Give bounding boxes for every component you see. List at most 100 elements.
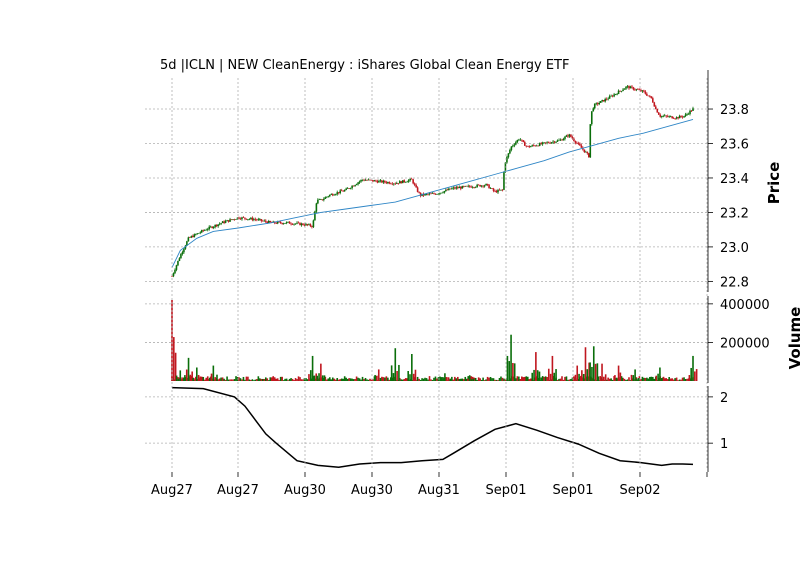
volume-bar [384,377,386,381]
candle-down [340,190,343,192]
volume-bar [284,378,286,381]
volume-bar [688,375,691,381]
candle-up [395,183,398,184]
candle-down [482,185,484,187]
candle-up [241,217,243,220]
candle-down [574,140,577,143]
candle-up [183,248,185,253]
candle-down [449,188,452,190]
volume-bar [632,375,635,381]
candle-up [599,101,602,103]
volume-bar [214,377,216,381]
candle-down [223,221,225,223]
volume-bar [377,369,380,381]
volume-bar [178,377,181,381]
candle-down [573,138,575,141]
volume-bar [458,378,461,381]
candle-up [471,187,474,188]
volume-bar [366,379,368,381]
volume-bar [666,379,669,381]
candle-down [577,143,580,144]
candle-up [296,222,298,224]
x-axis: Aug27 Aug27 Aug30 Aug30 Aug31 Sep01 Sep01 Sep02 [151,78,708,498]
volume-bar [288,378,291,381]
candle-down [498,189,501,191]
volume-bar [272,376,275,381]
candle-down [413,183,416,185]
volume-bar [293,379,295,381]
candle-down [266,221,269,224]
candle-up [250,217,252,219]
candle-up [308,224,310,225]
volume-bar [541,376,544,381]
volume-bar [431,379,434,381]
volume-bar [501,377,504,381]
candle-up [235,219,237,220]
candle-up [538,143,541,146]
candle-up [625,86,627,89]
volume-bar [418,378,420,381]
volume-bar [508,361,511,381]
candle-up [458,187,461,189]
volume-bar [521,376,523,381]
volume-bar [547,368,550,381]
candle-up [248,218,251,220]
volume-bar [200,376,203,381]
volume-bar [382,377,385,381]
volume-bar [678,379,681,381]
candle-up [336,192,339,195]
candle-up [431,193,434,194]
x-tick-label: Aug27 [217,483,259,498]
volume-bar [264,377,267,381]
candle-down [233,219,236,220]
candle-down [381,180,383,183]
volume-bar [695,369,698,381]
candle-up [224,221,227,223]
volume-bar [647,378,650,381]
candle-down [523,142,526,146]
candle-up [328,194,331,197]
candle-down [302,223,304,225]
candle-down [254,219,257,220]
volume-bar [276,378,279,381]
volume-bar [480,379,483,381]
candle-down [375,180,377,182]
volume-bar [562,379,565,381]
volume-bar [212,365,215,381]
price-tick-label: 22.8 [720,275,749,290]
price-tick-label: 23.8 [720,103,749,118]
volume-bar [339,379,342,381]
candle-up [178,258,181,261]
candle-up [509,149,511,154]
volume-bar [581,370,583,381]
x-tick-label: Aug30 [284,483,326,498]
candle-down [631,86,633,88]
candle-up [284,223,286,224]
volume-bar [224,379,227,381]
volume-bar [444,373,446,381]
candle-up [595,103,598,104]
volume-bar [440,377,443,381]
candle-up [199,232,202,234]
candle-down [348,188,350,189]
volume-bar [229,379,231,381]
volume-bar [303,378,306,381]
candle-up [550,142,553,144]
volume-bar [343,376,346,381]
candle-up [568,134,571,137]
candle-down [306,224,309,225]
candle-up [406,181,408,183]
volume-bar [455,378,458,381]
candle-up [448,188,450,191]
candle-down [297,222,300,224]
volume-bar [437,377,440,381]
candle-down [653,102,656,107]
candle-up [452,187,455,189]
volume-bar [396,370,398,381]
candle-up [613,94,615,97]
volume-bar [357,377,359,381]
candle-down [239,218,242,220]
volume-bar [594,363,597,381]
volume-bar [387,377,389,381]
candle-up [186,241,188,246]
